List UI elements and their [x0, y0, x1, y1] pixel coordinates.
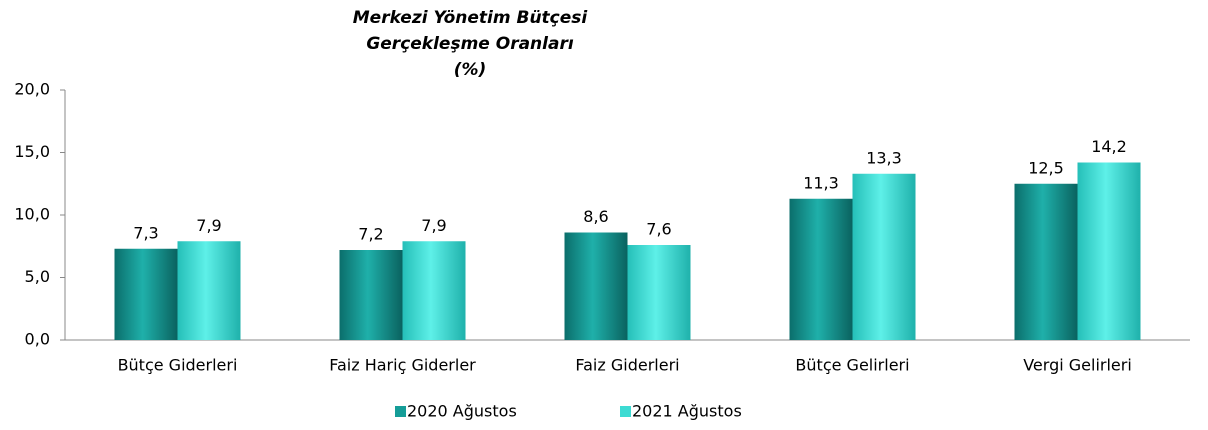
bar: [564, 232, 628, 340]
chart-title: (%): [454, 60, 487, 80]
value-label: 13,3: [866, 148, 902, 167]
bar: [1014, 183, 1078, 340]
x-tick-label: Bütçe Giderleri: [118, 356, 238, 375]
legend-label: 2021 Ağustos: [632, 402, 742, 421]
legend-swatch: [620, 406, 631, 417]
y-tick-label: 0,0: [25, 330, 50, 349]
bar: [339, 250, 403, 340]
value-label: 14,2: [1091, 137, 1127, 156]
bar: [1077, 162, 1141, 340]
bar: [177, 241, 241, 340]
x-tick-label: Faiz Hariç Giderler: [329, 356, 476, 375]
bar: [789, 198, 853, 340]
value-label: 7,2: [358, 225, 383, 244]
y-tick-label: 15,0: [14, 142, 50, 161]
chart-title: Gerçekleşme Oranları: [366, 34, 574, 54]
value-label: 7,9: [421, 216, 446, 235]
bar: [852, 173, 916, 340]
bar: [627, 245, 691, 340]
x-tick-label: Bütçe Gelirleri: [795, 356, 909, 375]
bar: [114, 248, 178, 340]
value-label: 7,6: [646, 220, 671, 239]
legend-label: 2020 Ağustos: [407, 402, 517, 421]
value-label: 12,5: [1028, 158, 1064, 177]
x-tick-label: Faiz Giderleri: [575, 356, 679, 375]
y-tick-label: 20,0: [14, 80, 50, 99]
value-label: 7,9: [196, 216, 221, 235]
legend-swatch: [395, 406, 406, 417]
x-tick-label: Vergi Gelirleri: [1023, 356, 1132, 375]
value-label: 7,3: [133, 223, 158, 242]
y-tick-label: 10,0: [14, 205, 50, 224]
value-label: 11,3: [803, 173, 839, 192]
y-tick-label: 5,0: [25, 267, 50, 286]
bar: [402, 241, 466, 340]
chart-title: Merkezi Yönetim Bütçesi: [353, 8, 589, 28]
value-label: 8,6: [583, 207, 608, 226]
